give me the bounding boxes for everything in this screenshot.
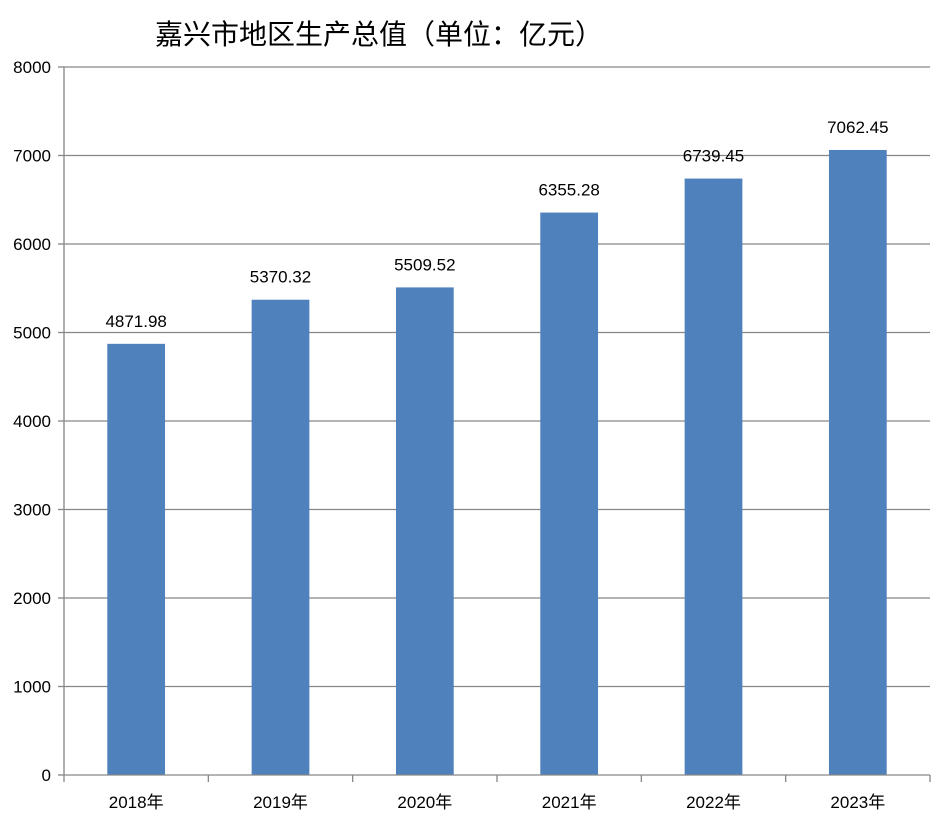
bar [828, 149, 887, 776]
data-labels: 4871.98 5370.32 5509.52 6355.28 6739.45 7062.… [105, 118, 888, 331]
chart-title: 嘉兴市地区生产总值（单位：亿元） [155, 18, 603, 51]
y-tick-label: 3000 [13, 501, 51, 520]
x-tick-label: 2023年 [830, 793, 885, 812]
bars [107, 149, 887, 776]
data-label: 6739.45 [683, 147, 744, 166]
y-tick-label: 0 [42, 766, 51, 785]
data-label: 5370.32 [250, 268, 311, 287]
bar [684, 178, 743, 776]
y-tick-label: 4000 [13, 412, 51, 431]
x-tick-label: 2019年 [253, 793, 308, 812]
y-tick-label: 1000 [13, 678, 51, 697]
data-label: 7062.45 [827, 118, 888, 137]
y-tick-label: 6000 [13, 235, 51, 254]
x-tick-label: 2020年 [397, 793, 452, 812]
bar [251, 299, 310, 775]
y-tick-label: 8000 [13, 58, 51, 77]
x-tick-label: 2022年 [686, 793, 741, 812]
data-label: 4871.98 [105, 312, 166, 331]
y-tick-label: 5000 [13, 324, 51, 343]
y-tick-label: 2000 [13, 589, 51, 608]
gridlines [64, 66, 930, 688]
data-label: 6355.28 [538, 181, 599, 200]
bar [540, 212, 599, 775]
axes [58, 66, 931, 782]
x-tick-label: 2018年 [109, 793, 164, 812]
bar [395, 287, 454, 775]
bar [107, 343, 166, 775]
data-label: 5509.52 [394, 255, 455, 274]
x-tick-label: 2021年 [542, 793, 597, 812]
x-tick-labels: 2018年 2019年 2020年 2021年 2022年 2023年 [109, 793, 885, 812]
y-tick-labels: 0 1000 2000 3000 4000 5000 6000 7000 8000 [13, 58, 51, 785]
y-tick-label: 7000 [13, 147, 51, 166]
